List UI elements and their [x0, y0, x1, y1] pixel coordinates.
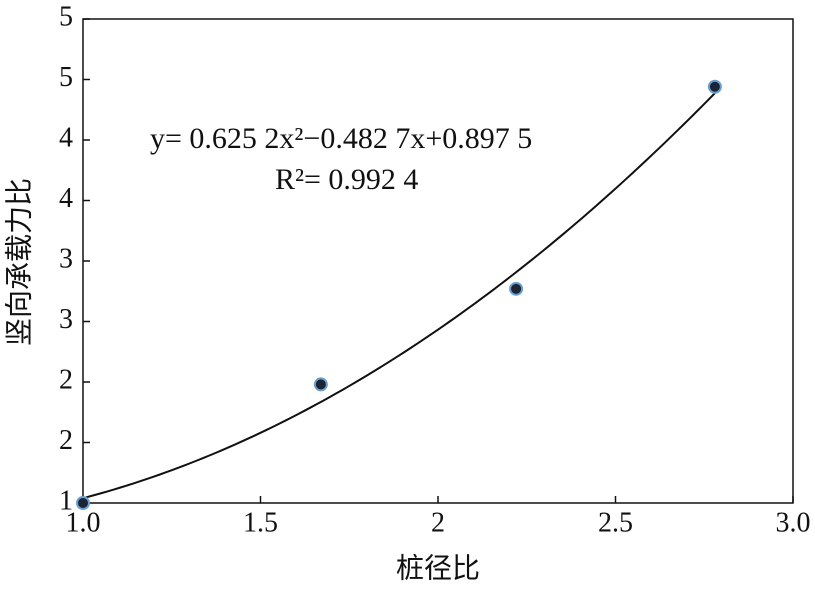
y-tick-label: 4: [59, 122, 73, 153]
x-tick-label: 1.5: [243, 507, 278, 538]
x-axis-label: 桩径比: [396, 552, 480, 584]
r-squared: R²= 0.992 4: [275, 163, 418, 196]
x-tick-label: 2.5: [598, 507, 633, 538]
y-tick-label: 2: [59, 425, 73, 456]
data-point: [76, 496, 90, 510]
data-point: [313, 377, 328, 392]
y-tick-label: 1: [59, 485, 73, 516]
plot-frame: [82, 18, 794, 504]
fit-equation: y= 0.625 2x²−0.482 7x+0.897 5: [150, 122, 532, 155]
y-tick-label: 4: [59, 183, 73, 214]
x-tick-label: 2: [431, 507, 445, 538]
data-point: [707, 79, 722, 94]
y-tick-label: 2: [59, 364, 73, 395]
y-axis-label: 竖向承载力比: [3, 178, 35, 346]
x-tick-label: 3.0: [776, 507, 811, 538]
fit-curve: [82, 92, 716, 500]
y-tick-label: 3: [59, 304, 73, 335]
data-point: [509, 281, 524, 296]
x-tick-label: 1.0: [66, 507, 101, 538]
y-tick-label: 3: [59, 243, 73, 274]
y-tick-label: 5: [59, 1, 73, 32]
y-tick-label: 5: [59, 62, 73, 93]
